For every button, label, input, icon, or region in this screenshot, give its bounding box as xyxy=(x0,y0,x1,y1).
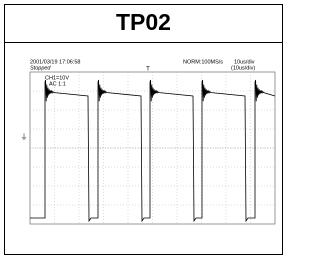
screenshot: TP02 2001/03/19 17:06:58 Stopped NORM:10… xyxy=(0,0,287,259)
page: TP02 2001/03/19 17:06:58 Stopped NORM:10… xyxy=(0,0,287,259)
timebase-setting: (10us/div) xyxy=(231,65,255,71)
coupling: AC 1:1 xyxy=(49,81,66,87)
title: TP02 xyxy=(116,9,171,35)
sample-rate: NORM:100MS/s xyxy=(183,59,223,65)
trigger-marker: T xyxy=(146,67,150,73)
ground-marker: ⏚ xyxy=(21,133,28,141)
status: Stopped xyxy=(30,65,51,71)
